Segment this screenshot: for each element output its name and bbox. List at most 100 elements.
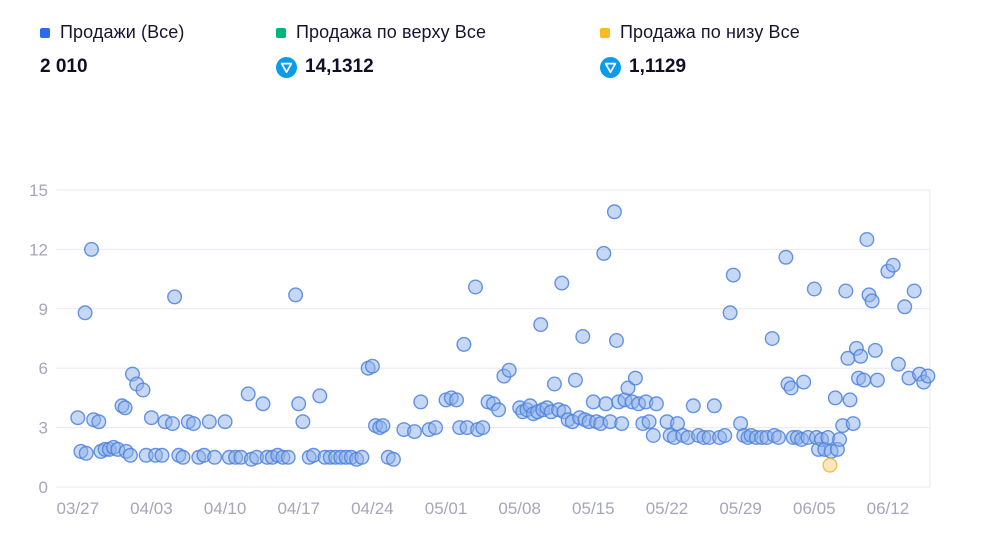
scatter-point[interactable]	[867, 342, 883, 358]
legend-head-sale-bottom[interactable]: Продажа по низу Все	[600, 22, 800, 43]
scatter-point[interactable]	[722, 305, 738, 321]
scatter-point[interactable]	[706, 398, 722, 414]
scatter-point[interactable]	[295, 414, 311, 430]
scatter-point[interactable]	[596, 245, 612, 261]
scatter-point[interactable]	[413, 394, 429, 410]
scatter-point[interactable]	[856, 372, 872, 388]
sale-top-text: 14,1312	[305, 56, 374, 77]
ton-coin-icon	[276, 56, 297, 78]
scatter-point[interactable]	[627, 370, 643, 386]
scatter-point[interactable]	[364, 358, 380, 374]
scatter-point[interactable]	[796, 374, 812, 390]
scatter-point[interactable]	[135, 382, 151, 398]
scatter-point[interactable]	[354, 449, 370, 465]
legend-head-sales[interactable]: Продажи (Все)	[40, 22, 184, 43]
scatter-point[interactable]	[122, 447, 138, 463]
x-tick-label: 04/17	[277, 499, 320, 518]
scatter-point[interactable]	[207, 449, 223, 465]
scatter-point[interactable]	[83, 241, 99, 257]
scatter-point[interactable]	[468, 279, 484, 295]
scatter-point[interactable]	[288, 287, 304, 303]
scatter-point[interactable]	[598, 396, 614, 412]
scatter-point[interactable]	[428, 420, 444, 436]
scatter-point[interactable]	[143, 410, 159, 426]
scatter-point[interactable]	[407, 424, 423, 440]
legend-head-sale-top[interactable]: Продажа по верху Все	[276, 22, 486, 43]
scatter-point[interactable]	[185, 416, 201, 432]
scatter-point[interactable]	[606, 204, 622, 220]
sales-total-value: 2 010	[40, 56, 184, 78]
scatter-point[interactable]	[906, 283, 922, 299]
scatter-point[interactable]	[312, 388, 328, 404]
scatter-point[interactable]	[827, 390, 843, 406]
scatter-point[interactable]	[217, 414, 233, 430]
x-tick-label: 04/24	[351, 499, 394, 518]
scatter-point[interactable]	[832, 432, 848, 448]
scatter-point[interactable]	[783, 380, 799, 396]
scatter-point[interactable]	[533, 317, 549, 333]
scatter-point[interactable]	[70, 410, 86, 426]
scatter-point[interactable]	[897, 299, 913, 315]
scatter-point[interactable]	[475, 420, 491, 436]
scatter-plot-svg[interactable]: 0 3 6 9 12 15 03/27 04/03 04/10 04/17 04/24 05/01 05…	[0, 168, 994, 540]
scatter-point[interactable]	[806, 281, 822, 297]
x-tick-label: 06/05	[793, 499, 836, 518]
scatter-point[interactable]	[154, 447, 170, 463]
scatter-point[interactable]	[842, 392, 858, 408]
scatter-point[interactable]	[456, 336, 472, 352]
scatter-point[interactable]	[845, 416, 861, 432]
scatter-point[interactable]	[890, 356, 906, 372]
scatter-point[interactable]	[885, 257, 901, 273]
scatter-point[interactable]	[78, 445, 94, 461]
scatter-point[interactable]	[77, 305, 93, 321]
scatter-point[interactable]	[240, 386, 256, 402]
scatter-point[interactable]	[771, 430, 787, 446]
scatter-point[interactable]	[920, 368, 936, 384]
scatter-point[interactable]	[167, 289, 183, 305]
scatter-point[interactable]	[609, 332, 625, 348]
scatter-point[interactable]	[117, 400, 133, 416]
legend-item-sale-top[interactable]: Продажа по верху Все 14,1312	[276, 22, 486, 78]
legend-label-sale-bottom: Продажа по низу Все	[620, 22, 800, 42]
scatter-point[interactable]	[91, 414, 107, 430]
scatter-point[interactable]	[554, 275, 570, 291]
sales-scatter-chart[interactable]: 0 3 6 9 12 15 03/27 04/03 04/10 04/17 04/24 05/01 05…	[0, 168, 994, 540]
scatter-point[interactable]	[859, 231, 875, 247]
scatter-point[interactable]	[201, 414, 217, 430]
scatter-point[interactable]	[648, 396, 664, 412]
scatter-point[interactable]	[280, 449, 296, 465]
scatter-point[interactable]	[641, 414, 657, 430]
scatter-point[interactable]	[546, 376, 562, 392]
scatter-point[interactable]	[778, 249, 794, 265]
y-tick-label: 3	[39, 419, 48, 438]
scatter-point[interactable]	[164, 416, 180, 432]
scatter-point[interactable]	[585, 394, 601, 410]
scatter-point[interactable]	[255, 396, 271, 412]
scatter-point[interactable]	[725, 267, 741, 283]
x-tick-label: 05/08	[498, 499, 541, 518]
scatter-point[interactable]	[175, 449, 191, 465]
scatter-point[interactable]	[764, 330, 780, 346]
scatter-point[interactable]	[501, 362, 517, 378]
legend-item-sale-bottom[interactable]: Продажа по низу Все 1,1129	[600, 22, 800, 78]
scatter-point[interactable]	[620, 380, 636, 396]
scatter-point[interactable]	[291, 396, 307, 412]
scatter-point[interactable]	[375, 418, 391, 434]
scatter-point[interactable]	[685, 398, 701, 414]
scatter-point[interactable]	[614, 416, 630, 432]
legend-item-sales[interactable]: Продажи (Все) 2 010	[40, 22, 184, 78]
scatter-point[interactable]	[449, 392, 465, 408]
legend-label-sales: Продажи (Все)	[60, 22, 185, 42]
scatter-point[interactable]	[853, 348, 869, 364]
scatter-point[interactable]	[869, 372, 885, 388]
scatter-point[interactable]	[567, 372, 583, 388]
x-tick-label: 05/29	[719, 499, 762, 518]
scatter-point[interactable]	[822, 457, 838, 473]
scatter-point[interactable]	[491, 402, 507, 418]
scatter-point[interactable]	[385, 451, 401, 467]
scatter-point[interactable]	[838, 283, 854, 299]
scatter-point[interactable]	[575, 328, 591, 344]
scatter-point[interactable]	[645, 428, 661, 444]
scatter-point[interactable]	[864, 293, 880, 309]
scatter-point[interactable]	[717, 428, 733, 444]
